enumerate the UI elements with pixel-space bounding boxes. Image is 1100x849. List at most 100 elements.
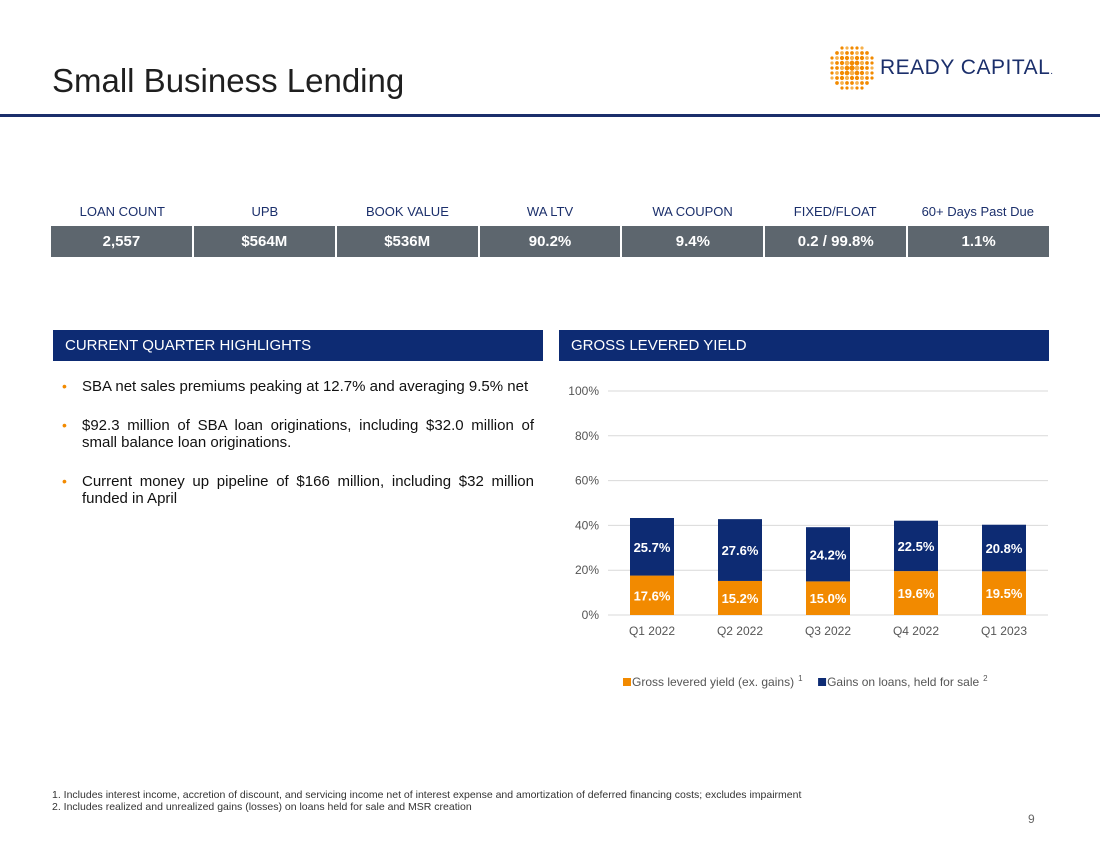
logo-dot (855, 81, 859, 85)
bullet-dot-icon: • (62, 473, 67, 489)
bullet-dot-icon: • (62, 417, 67, 433)
highlight-item: • $92.3 million of SBA loan originations,… (62, 417, 534, 451)
logo-dot (849, 55, 855, 61)
y-tick-label: 80% (575, 429, 599, 443)
metric-value-loan-count: 2,557 (51, 226, 192, 257)
page-number: 9 (1028, 812, 1035, 826)
data-label: 15.0% (810, 591, 847, 606)
logo-dot (835, 71, 839, 75)
logo-dot (870, 76, 874, 80)
metric-value-book-value: $536M (334, 226, 478, 257)
chart-header: GROSS LEVERED YIELD (559, 330, 1049, 361)
legend-swatch (623, 678, 631, 686)
logo-dot (839, 60, 845, 66)
page-title: Small Business Lending (52, 62, 405, 99)
logo-dot (844, 75, 850, 81)
logo-dot (870, 66, 874, 70)
metric-value-upb: $564M (191, 226, 335, 257)
x-tick-label: Q4 2022 (893, 624, 939, 638)
highlights-header: CURRENT QUARTER HIGHLIGHTS (53, 330, 543, 361)
logo-dot (850, 46, 854, 50)
y-tick-label: 40% (575, 518, 599, 532)
logo-dot (855, 46, 859, 50)
logo-dot (860, 81, 864, 85)
logo-dot (845, 51, 849, 55)
logo-dot (835, 81, 839, 85)
logo-dot (845, 81, 849, 85)
metric-label-fixed-float: FIXED/FLOAT (793, 204, 877, 219)
logo-dot (859, 75, 865, 81)
x-tick-label: Q1 2022 (629, 624, 675, 638)
y-tick-label: 60% (575, 474, 599, 488)
y-tick-label: 20% (575, 563, 599, 577)
logo-dot (844, 60, 850, 66)
y-tick-label: 0% (582, 608, 600, 622)
logo-dots-icon (830, 46, 874, 90)
legend-footnote-marker: 2 (983, 674, 988, 683)
logo-dot (849, 60, 855, 66)
logo-dot (870, 71, 874, 75)
metric-value-wa-ltv: 90.2% (477, 226, 621, 257)
logo-dot (835, 76, 839, 80)
logo-dot (830, 71, 834, 75)
logo-dot (840, 86, 844, 90)
data-label: 27.6% (722, 543, 759, 558)
data-label: 22.5% (898, 539, 935, 554)
metric-labels: LOAN COUNT UPB BOOK VALUE WA LTV WA COUP… (51, 202, 1049, 222)
logo-dot (870, 61, 874, 65)
logo-dot (849, 65, 855, 71)
bar-segment-gains (806, 527, 850, 582)
logo-dot (854, 55, 860, 61)
data-label: 20.8% (986, 541, 1023, 556)
footnotes: 1. Includes interest income, accretion o… (52, 789, 801, 813)
logo-dot (849, 75, 855, 81)
logo-dot (839, 75, 845, 81)
footnote-1: 1. Includes interest income, accretion o… (52, 789, 802, 801)
logo-dot (850, 86, 854, 90)
logo-dot (854, 60, 860, 66)
logo-dot (854, 70, 860, 76)
bar-segment-gains (982, 524, 1026, 572)
metric-label-past-due: 60+ Days Past Due (921, 204, 1034, 219)
logo-dot (870, 56, 874, 60)
logo-dot (859, 65, 865, 71)
metric-value-past-due: 1.1% (906, 226, 1050, 257)
logo-dot (840, 46, 844, 50)
data-label: 15.2% (722, 591, 759, 606)
legend-label: Gross levered yield (ex. gains) (632, 675, 794, 689)
logo-dot (855, 51, 859, 55)
metric-label-book-value: BOOK VALUE (366, 204, 449, 219)
x-tick-label: Q2 2022 (717, 624, 763, 638)
legend-footnote-marker: 1 (798, 674, 803, 683)
logo-dot (830, 56, 834, 60)
bar-segment-gains (894, 520, 938, 572)
highlights-list: • SBA net sales premiums peaking at 12.7%… (62, 378, 534, 529)
logo-dot (854, 65, 860, 71)
logo-dot (865, 71, 869, 75)
title-divider (0, 114, 1100, 117)
highlight-item: • SBA net sales premiums peaking at 12.7%… (62, 378, 529, 395)
logo-dot (844, 70, 850, 76)
logo-dot (850, 51, 854, 55)
x-tick-label: Q3 2022 (805, 624, 851, 638)
logo-dot (859, 70, 865, 76)
data-label: 19.5% (986, 586, 1023, 601)
company-logo: READY CAPITAL. (828, 44, 1058, 92)
bar-segment-yield (894, 571, 938, 615)
logo-text: READY CAPITAL. (880, 56, 1054, 79)
metric-label-wa-ltv: WA LTV (526, 204, 574, 219)
metric-values: 2,557 $564M $536M 90.2% 9.4% 0.2 / 99.8%… (51, 226, 1050, 257)
logo-dot (835, 61, 839, 65)
logo-dot (839, 55, 845, 61)
data-label: 25.7% (634, 540, 671, 555)
logo-dot (865, 56, 869, 60)
logo-dot (849, 70, 855, 76)
logo-dot (845, 46, 849, 50)
logo-dot (845, 86, 849, 90)
logo-dot (855, 86, 859, 90)
data-label: 24.2% (810, 547, 847, 562)
metric-label-loan-count: LOAN COUNT (79, 204, 165, 219)
logo-dot (839, 70, 845, 76)
metric-label-upb: UPB (251, 204, 279, 219)
logo-dot (844, 55, 850, 61)
